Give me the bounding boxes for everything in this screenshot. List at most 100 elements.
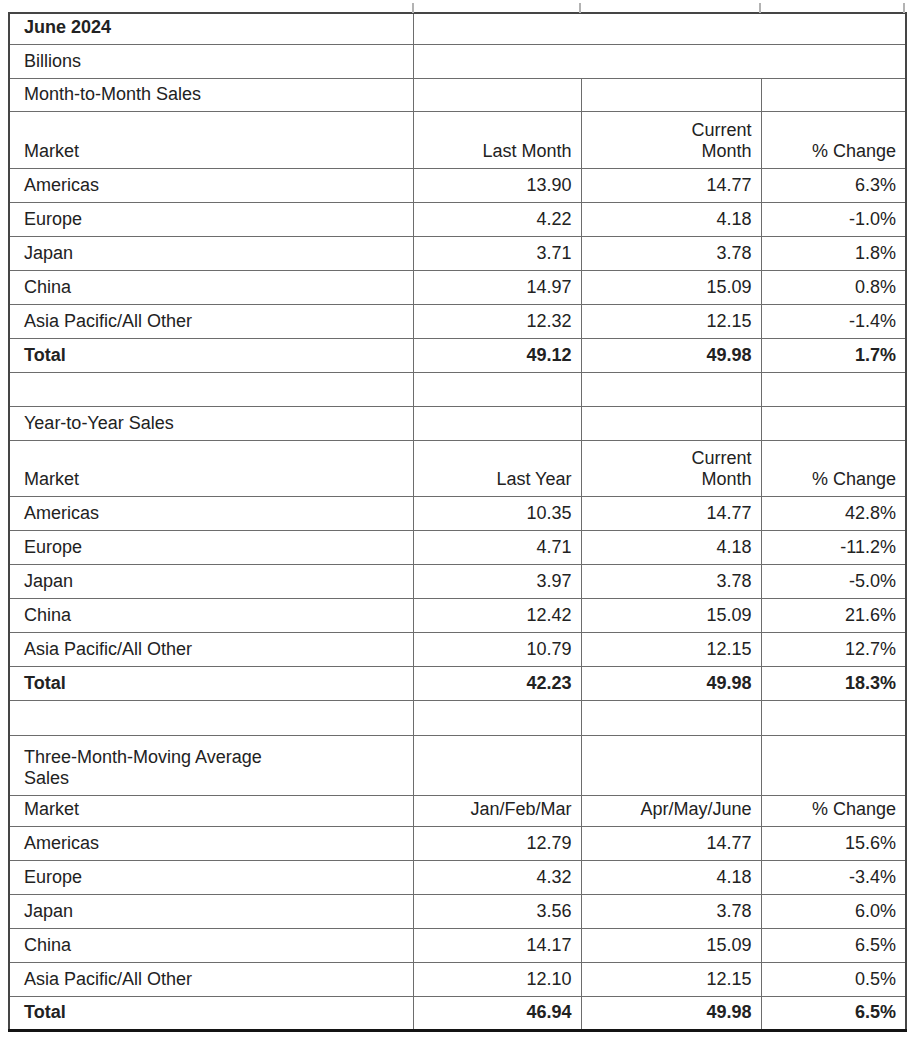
column-header-row: Market Jan/Feb/Mar Apr/May/June % Change <box>9 795 906 826</box>
cell-current-value: 15.09 <box>581 598 761 632</box>
column-header-prev: Jan/Feb/Mar <box>413 795 581 826</box>
empty-cell <box>413 44 906 78</box>
cell-total-pct-change: 1.7% <box>761 338 906 372</box>
cell-pct-change: 42.8% <box>761 496 906 530</box>
sales-report-sheet: June 2024 Billions Month-to-Month Sales … <box>8 12 907 1032</box>
empty-cell <box>581 406 761 440</box>
cell-current-value: 14.77 <box>581 496 761 530</box>
cell-pct-change: 15.6% <box>761 826 906 860</box>
empty-cell <box>761 735 906 795</box>
empty-cell <box>761 700 906 735</box>
report-title-row: June 2024 <box>9 13 906 44</box>
cell-total-prev: 46.94 <box>413 996 581 1030</box>
cell-prev-value: 4.22 <box>413 202 581 236</box>
cell-pct-change: 6.3% <box>761 168 906 202</box>
cell-market: Asia Pacific/All Other <box>9 962 413 996</box>
cell-market: China <box>9 598 413 632</box>
cell-market: Japan <box>9 894 413 928</box>
cell-prev-value: 12.10 <box>413 962 581 996</box>
section-title-row: Three-Month-Moving Average Sales <box>9 735 906 795</box>
crop-remnant-tick <box>579 3 581 13</box>
cell-prev-value: 10.79 <box>413 632 581 666</box>
cell-pct-change: 12.7% <box>761 632 906 666</box>
data-row: China 14.17 15.09 6.5% <box>9 928 906 962</box>
data-row: Americas 12.79 14.77 15.6% <box>9 826 906 860</box>
cell-pct-change: 21.6% <box>761 598 906 632</box>
cell-current-value: 14.77 <box>581 826 761 860</box>
cell-prev-value: 12.42 <box>413 598 581 632</box>
empty-cell <box>581 78 761 111</box>
empty-cell <box>9 372 413 406</box>
data-row: Americas 10.35 14.77 42.8% <box>9 496 906 530</box>
cell-prev-value: 13.90 <box>413 168 581 202</box>
cell-pct-change: 1.8% <box>761 236 906 270</box>
section-title-row: Year-to-Year Sales <box>9 406 906 440</box>
cell-market: Japan <box>9 564 413 598</box>
cell-prev-value: 14.17 <box>413 928 581 962</box>
cell-prev-value: 4.32 <box>413 860 581 894</box>
cell-current-value: 4.18 <box>581 860 761 894</box>
cell-current-value: 12.15 <box>581 962 761 996</box>
data-row: Japan 3.71 3.78 1.8% <box>9 236 906 270</box>
data-row: Asia Pacific/All Other 12.10 12.15 0.5% <box>9 962 906 996</box>
cell-total-label: Total <box>9 338 413 372</box>
cell-market: Americas <box>9 496 413 530</box>
column-header-row: Market Last Month Current Month % Change <box>9 111 906 168</box>
cell-prev-value: 3.97 <box>413 564 581 598</box>
cell-pct-change: -1.4% <box>761 304 906 338</box>
empty-cell <box>581 700 761 735</box>
cell-total-prev: 42.23 <box>413 666 581 700</box>
cell-pct-change: -3.4% <box>761 860 906 894</box>
cell-market: China <box>9 928 413 962</box>
total-row: Total 42.23 49.98 18.3% <box>9 666 906 700</box>
cell-market: Asia Pacific/All Other <box>9 632 413 666</box>
cell-market: Europe <box>9 202 413 236</box>
data-row: Europe 4.22 4.18 -1.0% <box>9 202 906 236</box>
cell-pct-change: 6.5% <box>761 928 906 962</box>
cell-pct-change: -11.2% <box>761 530 906 564</box>
data-row: China 14.97 15.09 0.8% <box>9 270 906 304</box>
cell-pct-change: -1.0% <box>761 202 906 236</box>
data-row: Europe 4.32 4.18 -3.4% <box>9 860 906 894</box>
data-row: Japan 3.97 3.78 -5.0% <box>9 564 906 598</box>
column-header-pct-change: % Change <box>761 440 906 496</box>
column-header-prev: Last Year <box>413 440 581 496</box>
cell-total-current: 49.98 <box>581 338 761 372</box>
report-title: June 2024 <box>9 13 413 44</box>
cell-total-pct-change: 6.5% <box>761 996 906 1030</box>
empty-cell <box>761 78 906 111</box>
empty-cell <box>413 700 581 735</box>
cell-market: China <box>9 270 413 304</box>
empty-cell <box>413 735 581 795</box>
column-header-row: Market Last Year Current Month % Change <box>9 440 906 496</box>
column-header-current: Apr/May/June <box>581 795 761 826</box>
section-title-row: Month-to-Month Sales <box>9 78 906 111</box>
empty-cell <box>761 406 906 440</box>
cell-prev-value: 10.35 <box>413 496 581 530</box>
section-title: Year-to-Year Sales <box>9 406 413 440</box>
total-row: Total 46.94 49.98 6.5% <box>9 996 906 1030</box>
cell-current-value: 15.09 <box>581 270 761 304</box>
crop-remnant-tick <box>412 3 414 13</box>
crop-remnant-tick <box>759 3 761 13</box>
data-row: Americas 13.90 14.77 6.3% <box>9 168 906 202</box>
cell-current-value: 15.09 <box>581 928 761 962</box>
spacer-row <box>9 372 906 406</box>
cell-market: Americas <box>9 826 413 860</box>
cell-pct-change: 6.0% <box>761 894 906 928</box>
empty-cell <box>413 13 906 44</box>
cell-current-value: 4.18 <box>581 202 761 236</box>
section-title: Three-Month-Moving Average Sales <box>9 735 413 795</box>
cell-pct-change: 0.5% <box>761 962 906 996</box>
cell-current-value: 12.15 <box>581 304 761 338</box>
empty-cell <box>413 406 581 440</box>
spacer-row <box>9 700 906 735</box>
cell-total-pct-change: 18.3% <box>761 666 906 700</box>
report-units-row: Billions <box>9 44 906 78</box>
cell-market: Europe <box>9 860 413 894</box>
cell-current-value: 12.15 <box>581 632 761 666</box>
cell-prev-value: 3.71 <box>413 236 581 270</box>
data-row: Japan 3.56 3.78 6.0% <box>9 894 906 928</box>
cell-prev-value: 4.71 <box>413 530 581 564</box>
column-header-pct-change: % Change <box>761 795 906 826</box>
